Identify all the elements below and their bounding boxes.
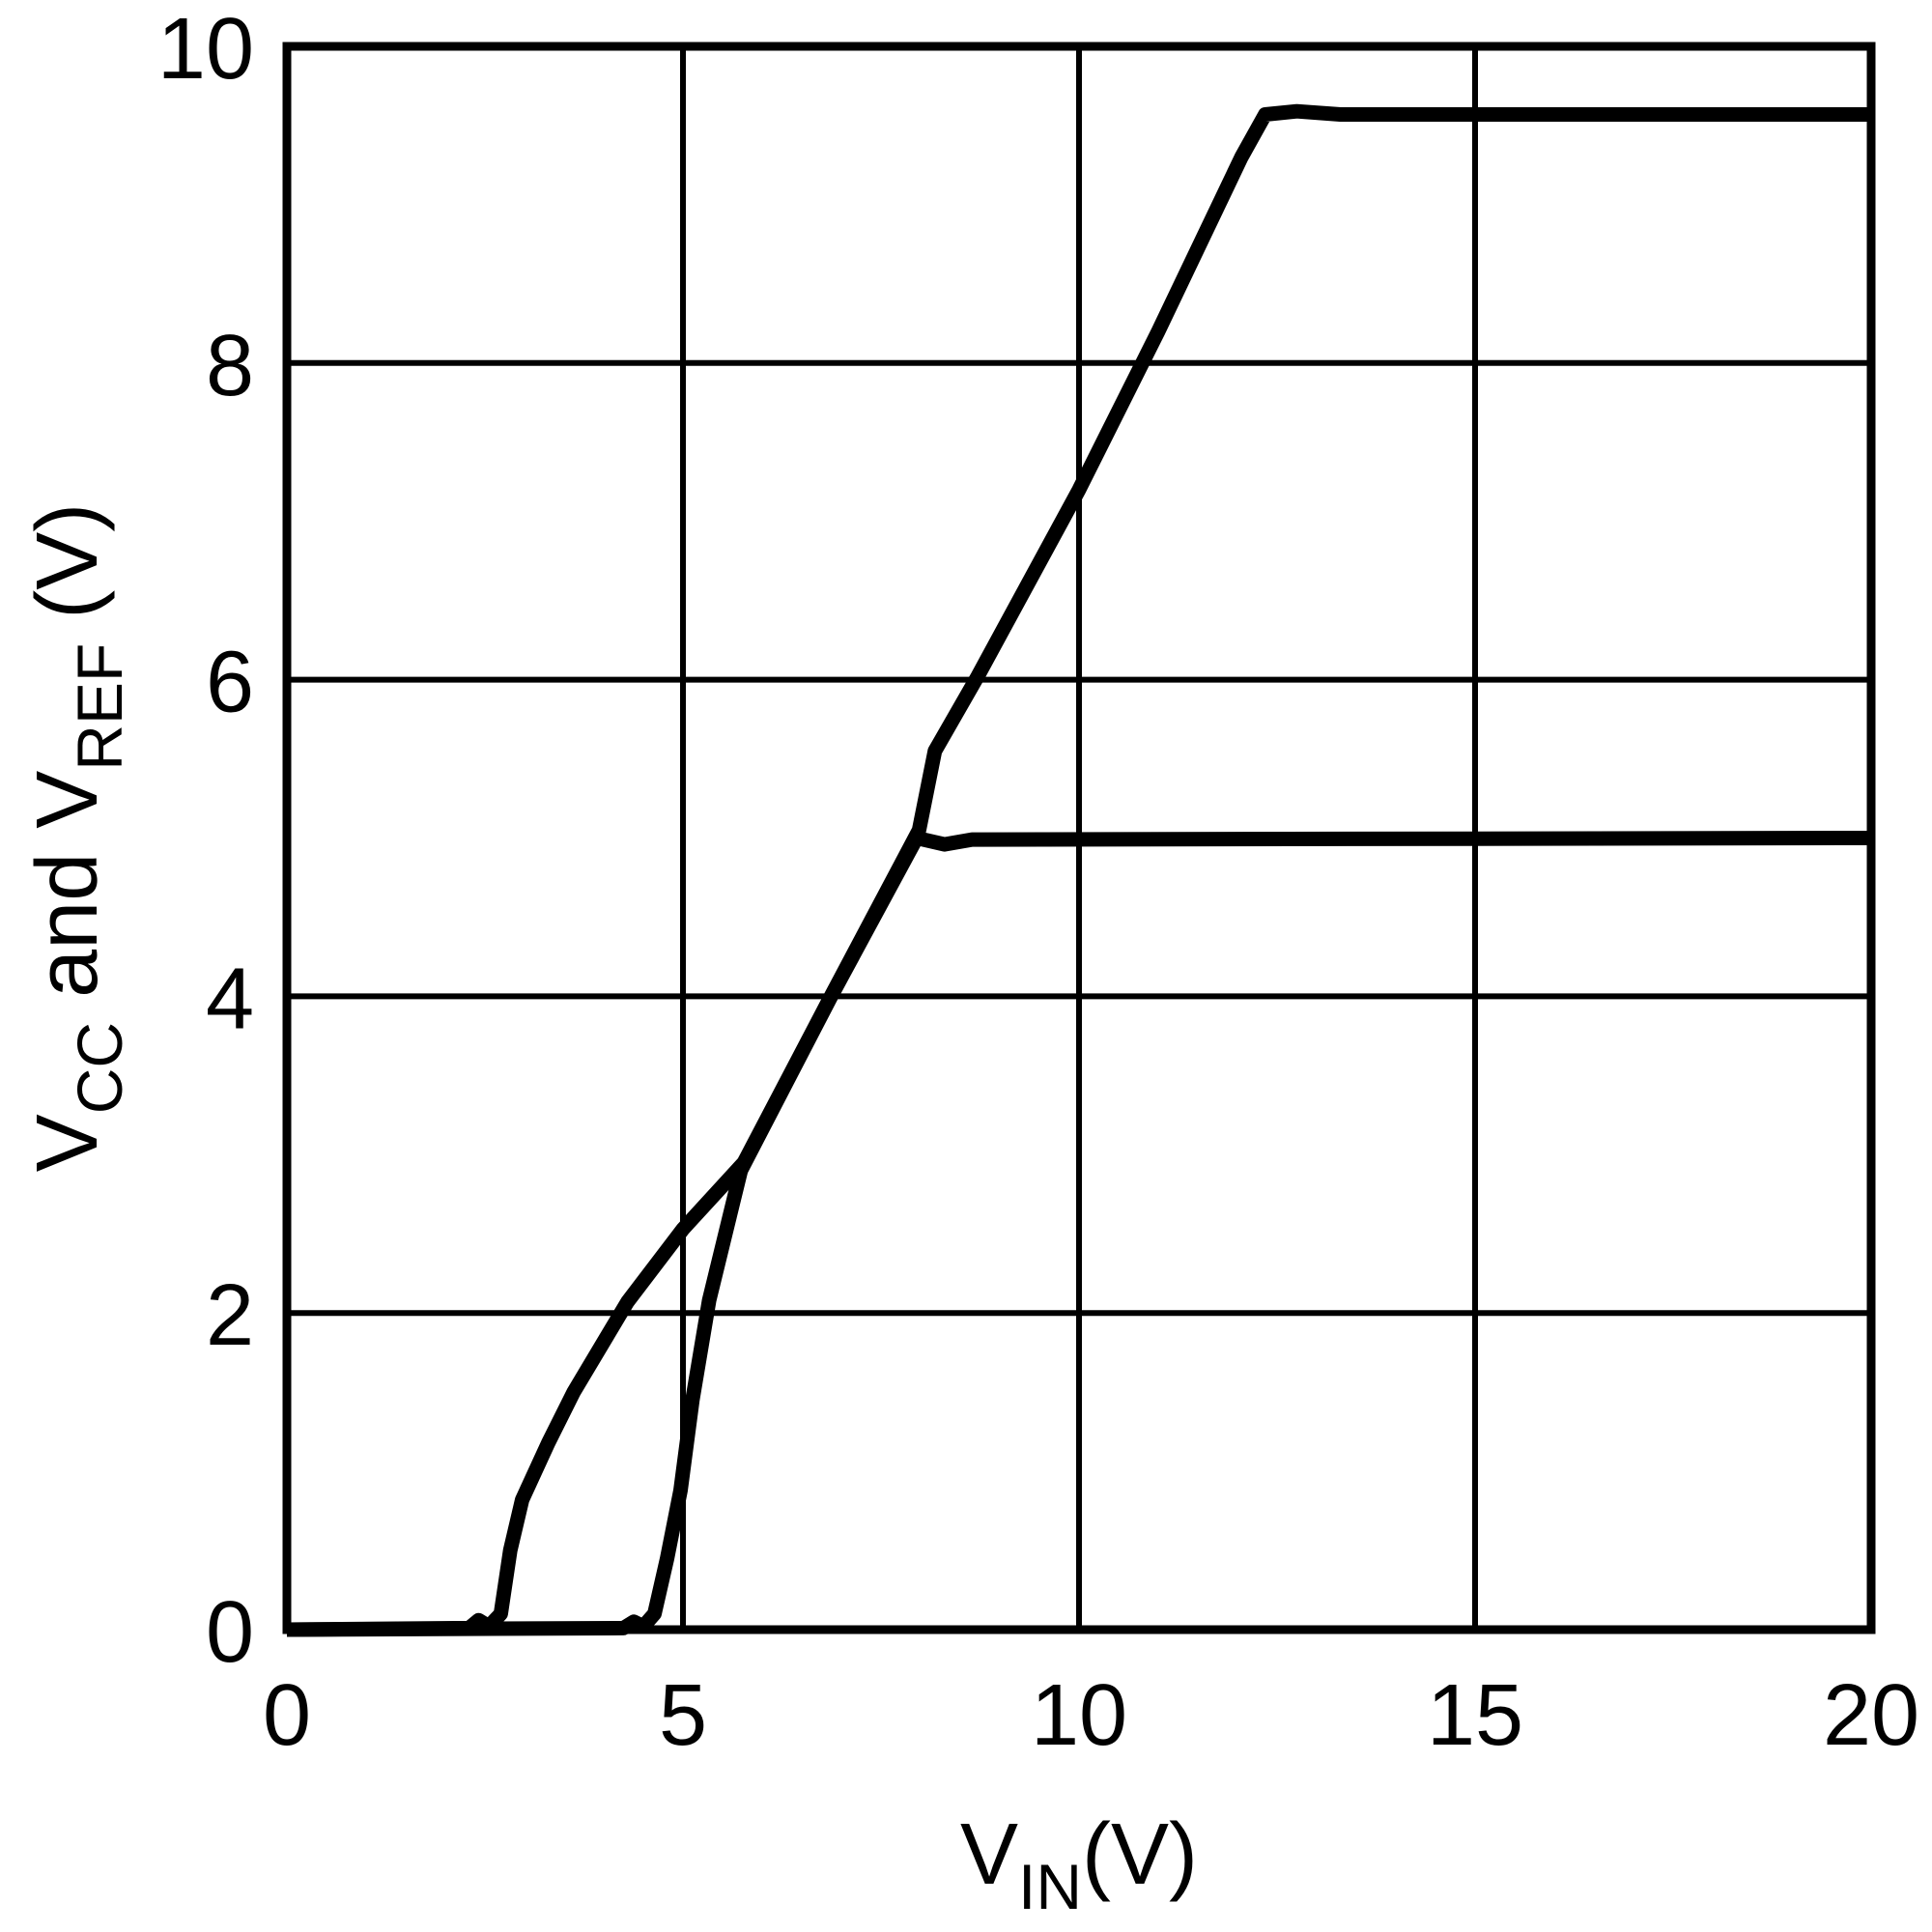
x-tick-label-15: 15 [1427,1667,1523,1764]
subscript: IN [1018,1851,1082,1922]
text-segment: V [960,1806,1018,1903]
x-axis-title: VIN(V) [960,1806,1198,1922]
plot-frame [282,42,1876,1634]
y-axis-tick-labels: 0 2 4 6 8 10 [157,1,254,1681]
curves [286,103,1872,1637]
text-segment: (V) [19,503,116,643]
y-tick-label-6: 6 [206,635,254,731]
x-tick-label-20: 20 [1823,1667,1919,1764]
x-tick-label-5: 5 [659,1667,707,1764]
y-axis-title: VCC and VREF (V) [19,503,135,1173]
y-tick-label-0: 0 [206,1584,254,1681]
text-segment: (V) [1082,1806,1198,1903]
subscript: REF [64,643,135,771]
x-tick-label-0: 0 [263,1667,311,1764]
text-segment: V [19,1114,116,1172]
y-tick-label-10: 10 [157,1,254,98]
text-segment: and V [19,771,116,1022]
x-axis-tick-labels: 0 5 10 15 20 [263,1667,1919,1764]
subscript: CC [64,1022,135,1114]
x-tick-label-10: 10 [1031,1667,1127,1764]
y-tick-label-8: 8 [206,318,254,414]
curve-vref [286,831,1872,1637]
y-tick-label-4: 4 [206,951,254,1047]
y-tick-label-2: 2 [206,1267,254,1364]
